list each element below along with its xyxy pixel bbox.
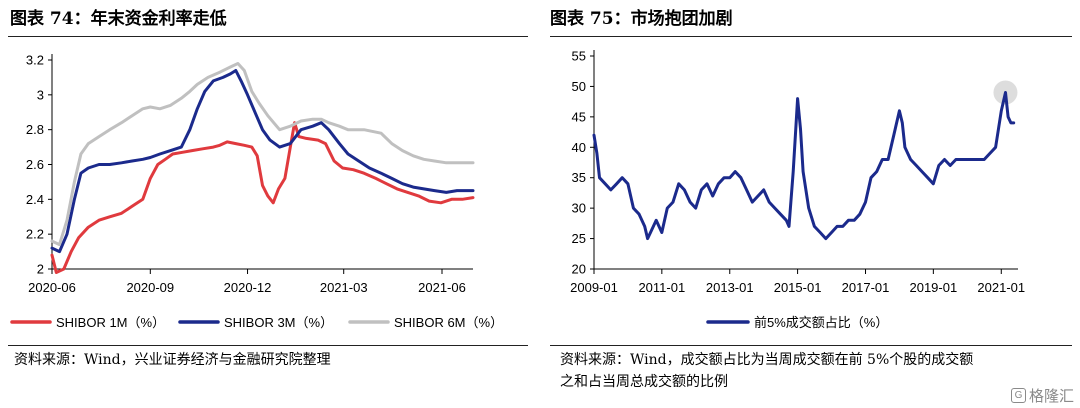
x-tick-label: 2019-01 xyxy=(909,280,957,295)
y-tick-label: 2.4 xyxy=(26,192,44,207)
x-tick-label: 2015-01 xyxy=(774,280,822,295)
right-source-line-1: 资料来源：Wind，成交额占比为当周成交额在前 5%个股的成交额 xyxy=(560,352,974,368)
y-tick-label: 55 xyxy=(572,49,586,64)
x-tick-label: 2021-03 xyxy=(320,280,368,295)
x-tick-label: 2011-01 xyxy=(638,280,685,295)
y-tick-label: 40 xyxy=(572,140,586,155)
series-line-1 xyxy=(50,69,475,254)
left-source-rule xyxy=(8,345,528,346)
y-tick-label: 20 xyxy=(572,262,586,277)
x-tick-label: 2020-12 xyxy=(224,280,272,295)
x-tick-label: 2021-06 xyxy=(418,280,466,295)
legend-label-2: SHIBOR 6M（%） xyxy=(394,315,503,330)
watermark-logo-icon: G xyxy=(1010,388,1026,403)
y-tick-label: 3.2 xyxy=(26,53,44,68)
left-title-rule xyxy=(8,36,528,37)
y-tick-label: 2 xyxy=(37,262,44,277)
y-tick-label: 2.6 xyxy=(26,157,44,172)
y-tick-label: 50 xyxy=(572,79,586,94)
y-tick-label: 30 xyxy=(572,201,586,216)
legend-label-0: 前5%成交额占比（%） xyxy=(754,315,888,330)
right-source-note: 资料来源：Wind，成交额占比为当周成交额在前 5%个股的成交额 之和占当周总成… xyxy=(560,349,973,393)
left-source-note: 资料来源：Wind，兴业证券经济与金融研究院整理 xyxy=(14,352,331,368)
y-tick-label: 45 xyxy=(572,109,586,124)
x-tick-label: 2021-01 xyxy=(977,280,1025,295)
right-chart: 20 25 30 35 40 45 50 55 2009-01 2011-01 2013-01 201… xyxy=(570,49,1025,331)
right-chart-title: 图表 75：市场抱团加剧 xyxy=(550,9,733,29)
series-line-2 xyxy=(50,62,475,247)
right-source-rule xyxy=(550,345,1072,346)
x-tick-label: 2020-06 xyxy=(28,280,76,295)
series-line-0 xyxy=(50,121,475,274)
y-tick-label: 2.8 xyxy=(26,122,44,137)
legend-label-0: SHIBOR 1M（%） xyxy=(56,315,165,330)
x-tick-label: 2020-09 xyxy=(126,280,174,295)
x-tick-label: 2009-01 xyxy=(570,280,618,295)
y-tick-label: 2.2 xyxy=(26,227,44,242)
y-tick-label: 35 xyxy=(572,170,586,185)
y-tick-label: 3 xyxy=(37,87,44,102)
right-source-line-2: 之和占当周总成交额的比例 xyxy=(560,374,728,390)
left-chart: 2 2.2 2.4 2.6 2.8 3 3.2 2020-06 2020-09 2020-12 20… xyxy=(10,53,503,330)
right-title-rule xyxy=(550,36,1072,37)
left-chart-title: 图表 74：年末资金利率走低 xyxy=(10,9,227,29)
series-line-0 xyxy=(592,91,1016,241)
watermark: G 格隆汇 xyxy=(1010,385,1074,406)
x-tick-label: 2017-01 xyxy=(842,280,890,295)
legend-label-1: SHIBOR 3M（%） xyxy=(224,315,333,330)
x-tick-label: 2013-01 xyxy=(706,280,754,295)
y-tick-label: 25 xyxy=(572,231,586,246)
watermark-text: 格隆汇 xyxy=(1028,388,1074,405)
